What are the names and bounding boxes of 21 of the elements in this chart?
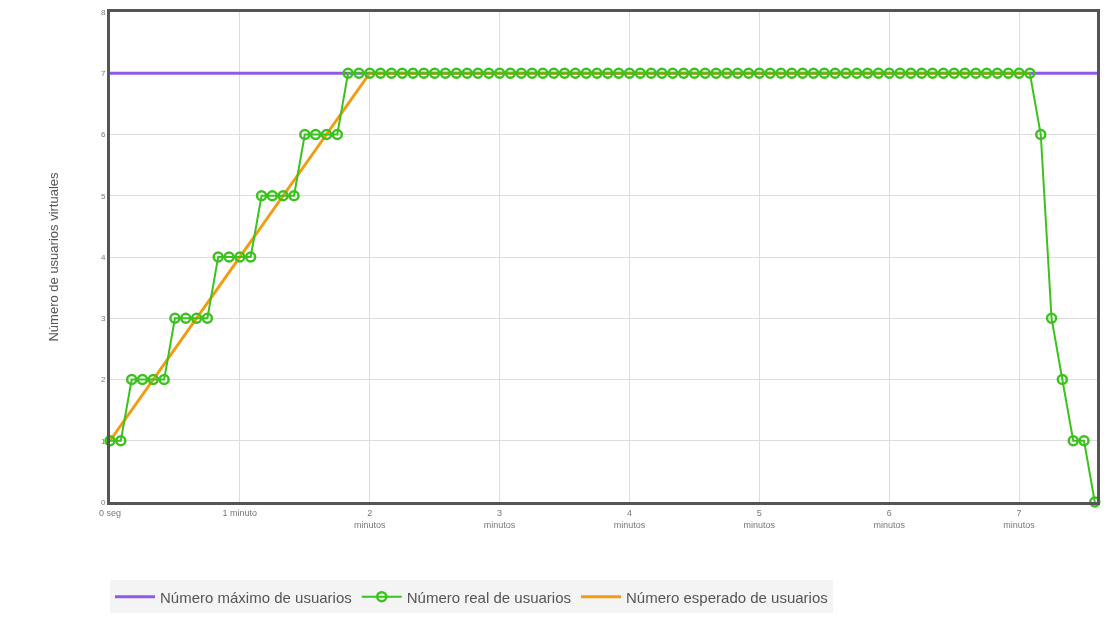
x-tick-label: 0 seg	[98, 507, 122, 518]
y-tick-label: 5	[100, 191, 106, 201]
legend-label: Número máximo de usuarios	[160, 588, 352, 606]
x-tick-label: 1 minuto	[222, 507, 258, 518]
y-tick-label: 3	[100, 314, 106, 324]
y-axis-title: Número de usuarios virtuales	[45, 171, 61, 342]
x-tick-label: 3 minutos	[483, 507, 516, 530]
y-tick-label: 4	[100, 252, 106, 262]
legend-label: Número esperado de usuarios	[626, 588, 828, 606]
x-tick-label: 4 minutos	[613, 507, 646, 530]
y-tick-label: 2	[100, 375, 106, 385]
x-tick-label: 7 minutos	[1003, 507, 1036, 530]
legend-label: Número real de usuarios	[406, 588, 571, 606]
y-tick-label: 0	[100, 497, 106, 507]
y-tick-label: 8	[100, 7, 106, 17]
y-tick-label: 7	[100, 69, 106, 79]
x-tick-label: 6 minutos	[873, 507, 906, 530]
x-tick-label: 5 minutos	[743, 507, 776, 530]
x-tick-label: 2 minutos	[353, 507, 386, 530]
y-tick-label: 6	[100, 130, 106, 140]
y-tick-label: 1	[100, 436, 106, 446]
